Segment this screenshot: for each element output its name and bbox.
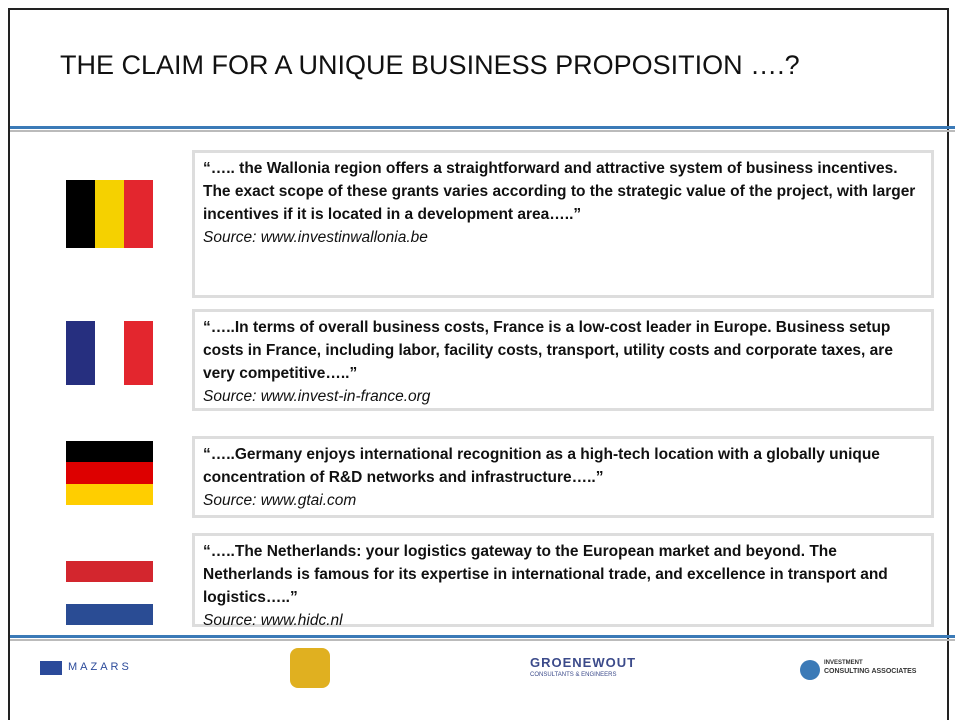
- coat-of-arms: [290, 648, 330, 688]
- frame: [8, 8, 949, 720]
- ica-bottom: CONSULTING ASSOCIATES: [824, 668, 917, 675]
- flag-netherlands: [66, 561, 153, 625]
- quote-source: Source: www.gtai.com: [203, 492, 357, 509]
- title-rule: [10, 126, 955, 129]
- mazars-logo: MAZARS: [68, 661, 132, 673]
- quote-box: “…..In terms of overall business costs, …: [192, 309, 934, 411]
- quote-box: “….. the Wallonia region offers a straig…: [192, 150, 934, 298]
- quote-box: “…..The Netherlands: your logistics gate…: [192, 533, 934, 629]
- footer-rule: [10, 635, 955, 638]
- flag-germany: [66, 441, 153, 505]
- footer-rule: [10, 639, 955, 641]
- groenewout-sub: CONSULTANTS & ENGINEERS: [530, 672, 617, 678]
- quote-box: “…..Germany enjoys international recogni…: [192, 436, 934, 518]
- quote-text: “….. the Wallonia region offers a straig…: [203, 160, 916, 223]
- ica-icon: [800, 660, 820, 680]
- quote-text: “…..Germany enjoys international recogni…: [203, 446, 880, 486]
- quote-source: Source: www.investinwallonia.be: [203, 229, 428, 246]
- quote-source: Source: www.invest-in-france.org: [203, 388, 431, 405]
- ica-top: INVESTMENT: [824, 660, 863, 666]
- flag-france: [66, 321, 153, 385]
- quote-text: “…..In terms of overall business costs, …: [203, 319, 893, 382]
- quote-text: “…..The Netherlands: your logistics gate…: [203, 543, 888, 606]
- flag-belgium: [66, 180, 153, 248]
- mazars-icon: [40, 661, 62, 675]
- groenewout-logo: GROENEWOUT: [530, 655, 637, 670]
- quote-source: Source: www.hidc.nl: [203, 612, 343, 629]
- title: THE CLAIM FOR A UNIQUE BUSINESS PROPOSIT…: [60, 50, 800, 80]
- title-rule: [10, 130, 955, 132]
